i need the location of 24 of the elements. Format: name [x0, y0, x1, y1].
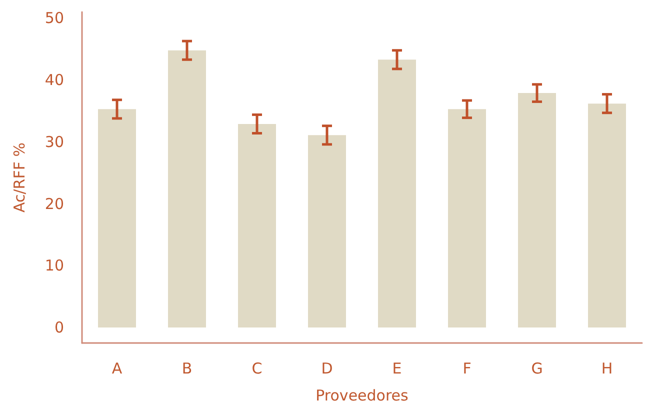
- x-tick-label: A: [112, 360, 123, 378]
- y-tick-label: 10: [44, 256, 64, 275]
- bar: [168, 50, 206, 328]
- bar: [238, 124, 276, 328]
- bar: [308, 135, 346, 328]
- bar: [588, 104, 626, 328]
- y-tick-label: 20: [44, 194, 64, 213]
- x-tick-label: H: [601, 360, 613, 378]
- y-tick-label: 30: [44, 132, 64, 151]
- bar: [518, 93, 556, 328]
- y-tick-label: 50: [44, 9, 64, 28]
- x-tick-label: C: [252, 360, 262, 378]
- y-axis-title: Ac/RFF %: [10, 142, 28, 212]
- x-tick-label: B: [182, 360, 192, 378]
- y-tick-label: 40: [44, 71, 64, 90]
- bar: [98, 109, 136, 328]
- x-tick-label: F: [462, 360, 472, 378]
- bar: [448, 109, 486, 328]
- x-tick-label: D: [321, 360, 333, 378]
- x-tick-label: G: [531, 360, 543, 378]
- bar: [378, 60, 416, 328]
- x-tick-label: E: [392, 360, 402, 378]
- y-tick-label: 0: [54, 318, 64, 337]
- x-axis-title: Proveedores: [316, 386, 409, 404]
